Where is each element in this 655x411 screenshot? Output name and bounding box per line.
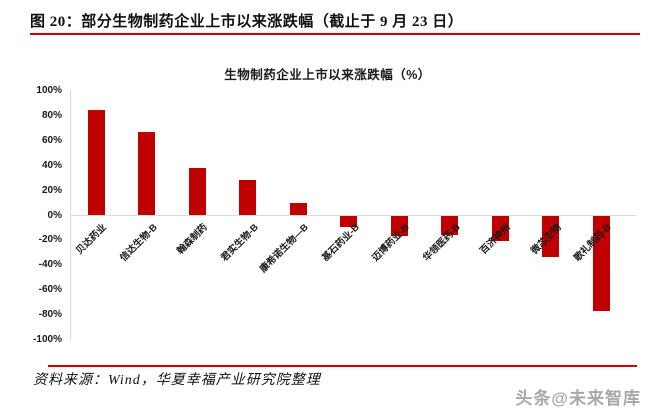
y-axis-tick-label: -20% bbox=[38, 234, 62, 246]
x-axis-category-label: 迈博药业-B bbox=[370, 222, 412, 264]
x-axis-category-label: 百济神州 bbox=[478, 222, 513, 257]
source-note: 资料来源：Wind，华夏幸福产业研究院整理 bbox=[33, 373, 321, 388]
figure-caption: 图 20：部分生物制药企业上市以来涨跌幅（截止于 9 月 23 日） bbox=[30, 14, 464, 30]
y-axis-tick-label: -40% bbox=[38, 259, 62, 271]
bar-歌礼制药-B bbox=[592, 216, 610, 311]
y-axis-tick-label: 60% bbox=[41, 134, 62, 146]
y-axis-tick-label: 20% bbox=[41, 184, 62, 196]
watermark: 头条@未来智库 bbox=[515, 389, 641, 408]
x-axis-category-label: 翰森制药 bbox=[175, 222, 210, 257]
y-axis-tick-label: -80% bbox=[38, 309, 62, 321]
bar-康希诺生物—B bbox=[289, 202, 307, 215]
bar-翰森制药 bbox=[188, 167, 206, 215]
y-axis-tick-label: -60% bbox=[38, 284, 62, 296]
bar-微芯生物 bbox=[542, 216, 559, 258]
bar-迈博药业-B bbox=[390, 216, 408, 236]
bar-chart-plot-area: 100% 80% 60% 40% 20% 0% -20% -40% -60% -80% -100% 贝… bbox=[33, 85, 636, 345]
y-axis-tick-label: -100% bbox=[33, 334, 62, 345]
caption-underline-rule bbox=[30, 33, 640, 35]
bar-君实生物-B bbox=[239, 180, 256, 215]
y-axis-tick-label: 100% bbox=[36, 85, 62, 96]
x-axis-category-label: 康希诺生物—B bbox=[257, 222, 311, 275]
bar-基石药业-B bbox=[340, 216, 357, 228]
x-axis-zero-line bbox=[70, 215, 636, 216]
y-axis-tick-label: 40% bbox=[41, 159, 62, 171]
bar-信达生物-B bbox=[138, 131, 155, 215]
bar-贝达药业 bbox=[87, 110, 105, 215]
bar-华领医药-B bbox=[441, 216, 458, 235]
chart-title: 生物制药企业上市以来涨跌幅（%） bbox=[224, 68, 431, 82]
bar-百济神州 bbox=[491, 216, 509, 241]
footer-rule bbox=[48, 365, 637, 367]
y-axis-tick-label: 80% bbox=[41, 109, 62, 121]
y-axis-tick-label: 0% bbox=[47, 209, 62, 221]
